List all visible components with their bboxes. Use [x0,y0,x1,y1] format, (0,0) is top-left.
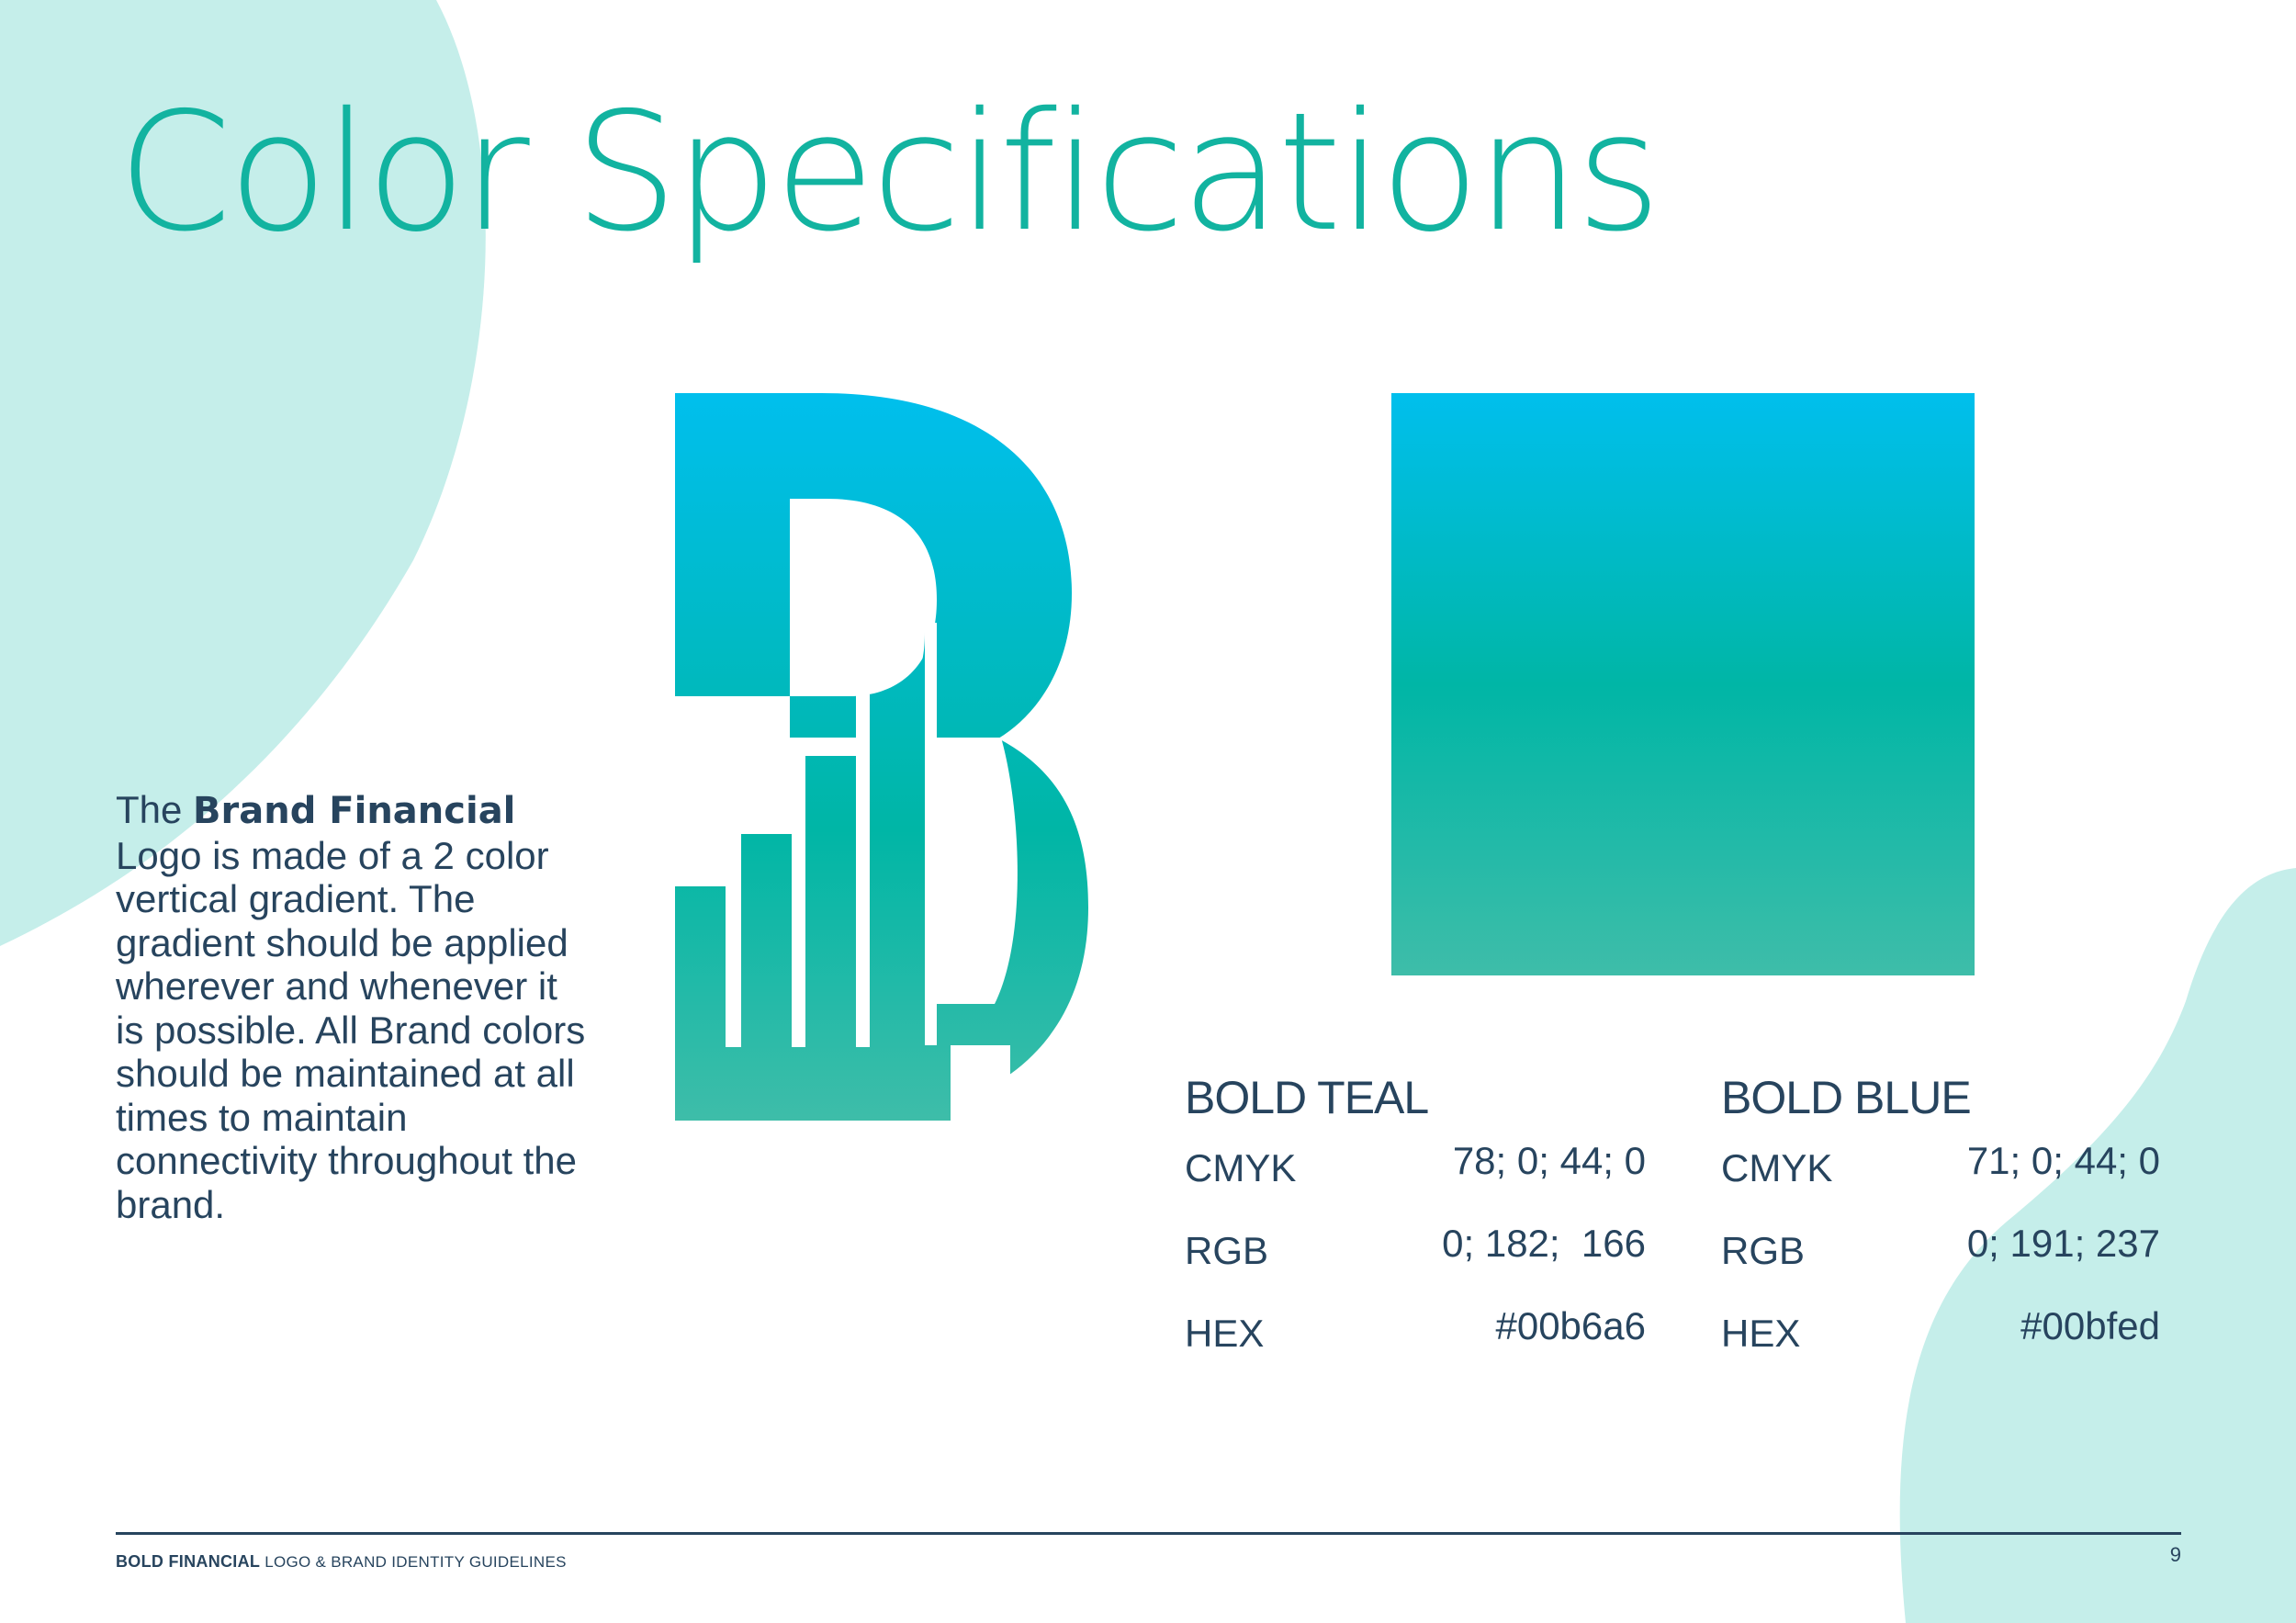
spec-row-rgb: RGB 0; 182; 166 [1185,1212,1646,1295]
footer-subtitle: LOGO & BRAND IDENTITY GUIDELINES [260,1553,567,1571]
intro-brand-name: Brand Financial [193,790,516,832]
color-spec-bold-teal: BOLD TEAL CMYK 78; 0; 44; 0 RGB 0; 182; … [1185,1065,1646,1378]
spec-label: CMYK [1721,1146,1833,1189]
color-name: BOLD TEAL [1185,1072,1429,1123]
page-number: 9 [2169,1543,2181,1566]
spec-row-hex: HEX #00b6a6 [1185,1295,1646,1378]
intro-paragraph: The Brand Financial Logo is made of a 2 c… [116,788,593,1226]
color-name: BOLD BLUE [1721,1072,1972,1123]
footer-divider [116,1532,2181,1535]
spec-value: 78; 0; 44; 0 [1452,1139,1646,1182]
brand-logo [675,393,1088,1121]
top-left-blob [0,0,486,946]
spec-row-rgb: RGB 0; 191; 237 [1721,1212,2160,1295]
spec-label: HEX [1185,1312,1265,1355]
logo-shape [675,393,1088,1121]
spec-label: HEX [1721,1312,1801,1355]
spec-value: #00b6a6 [1495,1304,1646,1347]
spec-value: 0; 182; 166 [1442,1222,1646,1265]
spec-value: 0; 191; 237 [1966,1222,2160,1265]
spec-label: CMYK [1185,1146,1297,1189]
spec-row-cmyk: CMYK 71; 0; 44; 0 [1721,1130,2160,1212]
spec-value: #00bfed [2020,1304,2160,1347]
footer-caption: BOLD FINANCIAL LOGO & BRAND IDENTITY GUI… [116,1552,567,1572]
intro-prefix: The [116,788,194,831]
color-spec-bold-blue: BOLD BLUE CMYK 71; 0; 44; 0 RGB 0; 191; … [1721,1065,2160,1378]
spec-label: RGB [1721,1229,1806,1272]
spec-value: 71; 0; 44; 0 [1966,1139,2160,1182]
page-title: Color Specifications [118,77,1661,267]
intro-body: Logo is made of a 2 color vertical gradi… [116,833,586,1226]
bottom-right-blob [1899,868,2296,1623]
gradient-swatch [1391,393,1975,975]
spec-row-cmyk: CMYK 78; 0; 44; 0 [1185,1130,1646,1212]
footer-brand: BOLD FINANCIAL [116,1552,261,1571]
spec-label: RGB [1185,1229,1269,1272]
spec-row-hex: HEX #00bfed [1721,1295,2160,1378]
